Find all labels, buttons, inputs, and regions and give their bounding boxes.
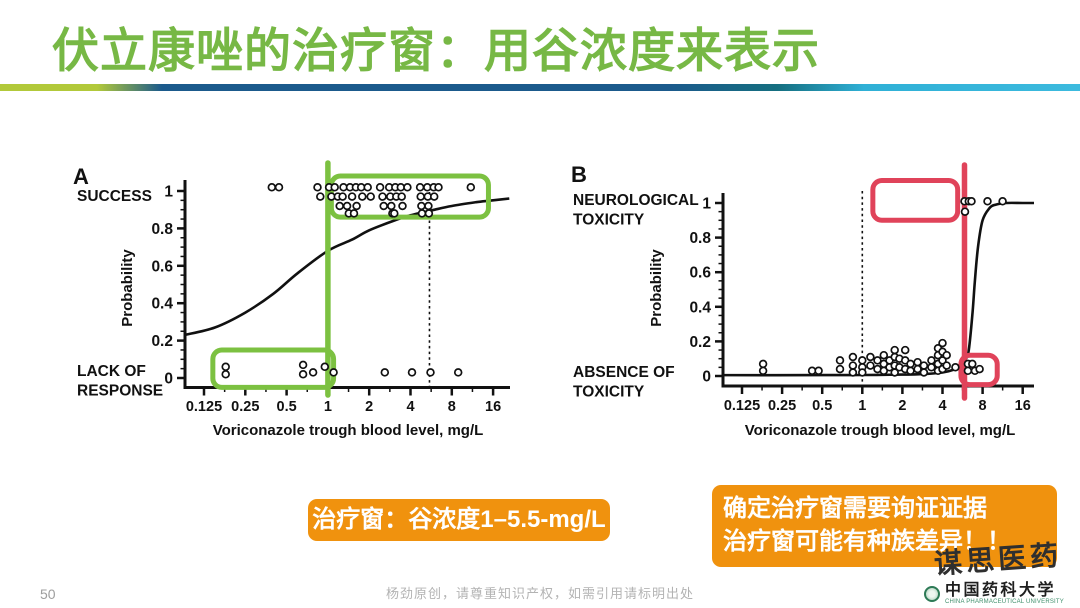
watermark: 谋思医药 xyxy=(933,538,1064,581)
svg-text:16: 16 xyxy=(1015,398,1031,414)
svg-text:0.8: 0.8 xyxy=(151,221,173,238)
svg-text:A: A xyxy=(73,164,89,189)
svg-text:1: 1 xyxy=(324,399,332,415)
data-points xyxy=(221,183,476,379)
svg-text:0.125: 0.125 xyxy=(724,398,760,414)
svg-text:1: 1 xyxy=(858,398,866,414)
svg-text:4: 4 xyxy=(406,399,414,415)
chart-panel-b: 0 0.2 0.4 0.6 0.8 1 0.125 0.25 0.5 1 2 4 8 16 B NEUROLO… xyxy=(571,162,1034,439)
svg-text:0.125: 0.125 xyxy=(186,399,222,415)
svg-text:SUCCESS: SUCCESS xyxy=(77,188,152,205)
svg-text:0: 0 xyxy=(164,371,173,388)
svg-text:Voriconazole trough blood leve: Voriconazole trough blood level, mg/L xyxy=(213,422,484,439)
svg-text:B: B xyxy=(571,162,587,187)
university-name: 中国药科大学 xyxy=(945,580,1057,599)
svg-text:1: 1 xyxy=(164,184,173,201)
svg-text:0.6: 0.6 xyxy=(689,265,711,282)
svg-text:1: 1 xyxy=(702,196,711,213)
svg-text:LACK OF: LACK OF xyxy=(77,363,146,380)
svg-text:16: 16 xyxy=(485,399,501,415)
svg-text:2: 2 xyxy=(898,398,906,414)
probability-curve xyxy=(184,197,510,337)
annotation-highlights xyxy=(210,160,491,398)
note-line-2: 治疗窗可能有种族差异！！ xyxy=(723,528,1011,555)
svg-text:RESPONSE: RESPONSE xyxy=(77,383,163,400)
therapeutic-window-callout: 治疗窗：谷浓度1–5.5-mg/L xyxy=(308,499,610,541)
svg-text:0.2: 0.2 xyxy=(689,334,711,351)
university-caption: CHINA PHARMACEUTICAL UNIVERSITY xyxy=(945,599,1064,605)
svg-text:0.5: 0.5 xyxy=(277,399,297,415)
svg-text:0.2: 0.2 xyxy=(151,333,173,350)
svg-text:ABSENCE OF: ABSENCE OF xyxy=(573,364,675,381)
footer-note: 杨劲原创，请尊重知识产权，如需引用请标明出处 xyxy=(385,586,694,601)
svg-text:0.4: 0.4 xyxy=(689,299,711,316)
probability-curve xyxy=(722,201,1034,377)
chart-labels: B NEUROLOGICAL TOXICITY ABSENCE OF TOXICITY P… xyxy=(571,162,1015,439)
svg-text:Voriconazole trough blood leve: Voriconazole trough blood level, mg/L xyxy=(745,422,1016,439)
axes: 0 0.2 0.4 0.6 0.8 1 0.125 0.25 0.5 1 2 4 8 16 xyxy=(689,193,1034,414)
svg-text:0.6: 0.6 xyxy=(151,258,173,275)
axes: 0 0.2 0.4 0.6 0.8 1 0.125 0.25 0.5 1 2 4 8 16 xyxy=(151,180,510,415)
svg-text:Probability: Probability xyxy=(648,249,665,327)
svg-text:8: 8 xyxy=(448,399,456,415)
svg-text:0.4: 0.4 xyxy=(151,296,173,313)
svg-text:NEUROLOGICAL: NEUROLOGICAL xyxy=(573,192,699,209)
university-logo: 中国药科大学 CHINA PHARMACEUTICAL UNIVERSITY xyxy=(924,582,1064,605)
slide-title: 伏立康唑的治疗窗：用谷浓度来表示 xyxy=(52,24,820,77)
chart-panel-a: 00.20.40.60.810.125 0.25 0.5 1 2 4 8 16ASUCCESS… xyxy=(73,160,510,439)
data-points xyxy=(758,197,1007,377)
svg-text:Probability: Probability xyxy=(119,249,136,327)
svg-text:0: 0 xyxy=(702,369,711,386)
svg-text:4: 4 xyxy=(938,398,946,414)
title-divider xyxy=(0,84,1080,91)
university-emblem-icon xyxy=(924,585,940,602)
svg-text:2: 2 xyxy=(365,399,373,415)
note-line-1: 确定治疗窗需要询证证据 xyxy=(723,495,987,522)
svg-text:8: 8 xyxy=(979,398,987,414)
svg-text:TOXICITY: TOXICITY xyxy=(573,384,645,401)
svg-text:TOXICITY: TOXICITY xyxy=(573,212,645,229)
page-number: 50 xyxy=(40,586,56,602)
svg-text:0.5: 0.5 xyxy=(812,398,832,414)
evidence-note-callout: 确定治疗窗需要询证证据 治疗窗可能有种族差异！！ xyxy=(712,485,1057,567)
svg-text:0.25: 0.25 xyxy=(768,398,796,414)
svg-text:0.8: 0.8 xyxy=(689,230,711,247)
svg-text:0.25: 0.25 xyxy=(231,399,259,415)
